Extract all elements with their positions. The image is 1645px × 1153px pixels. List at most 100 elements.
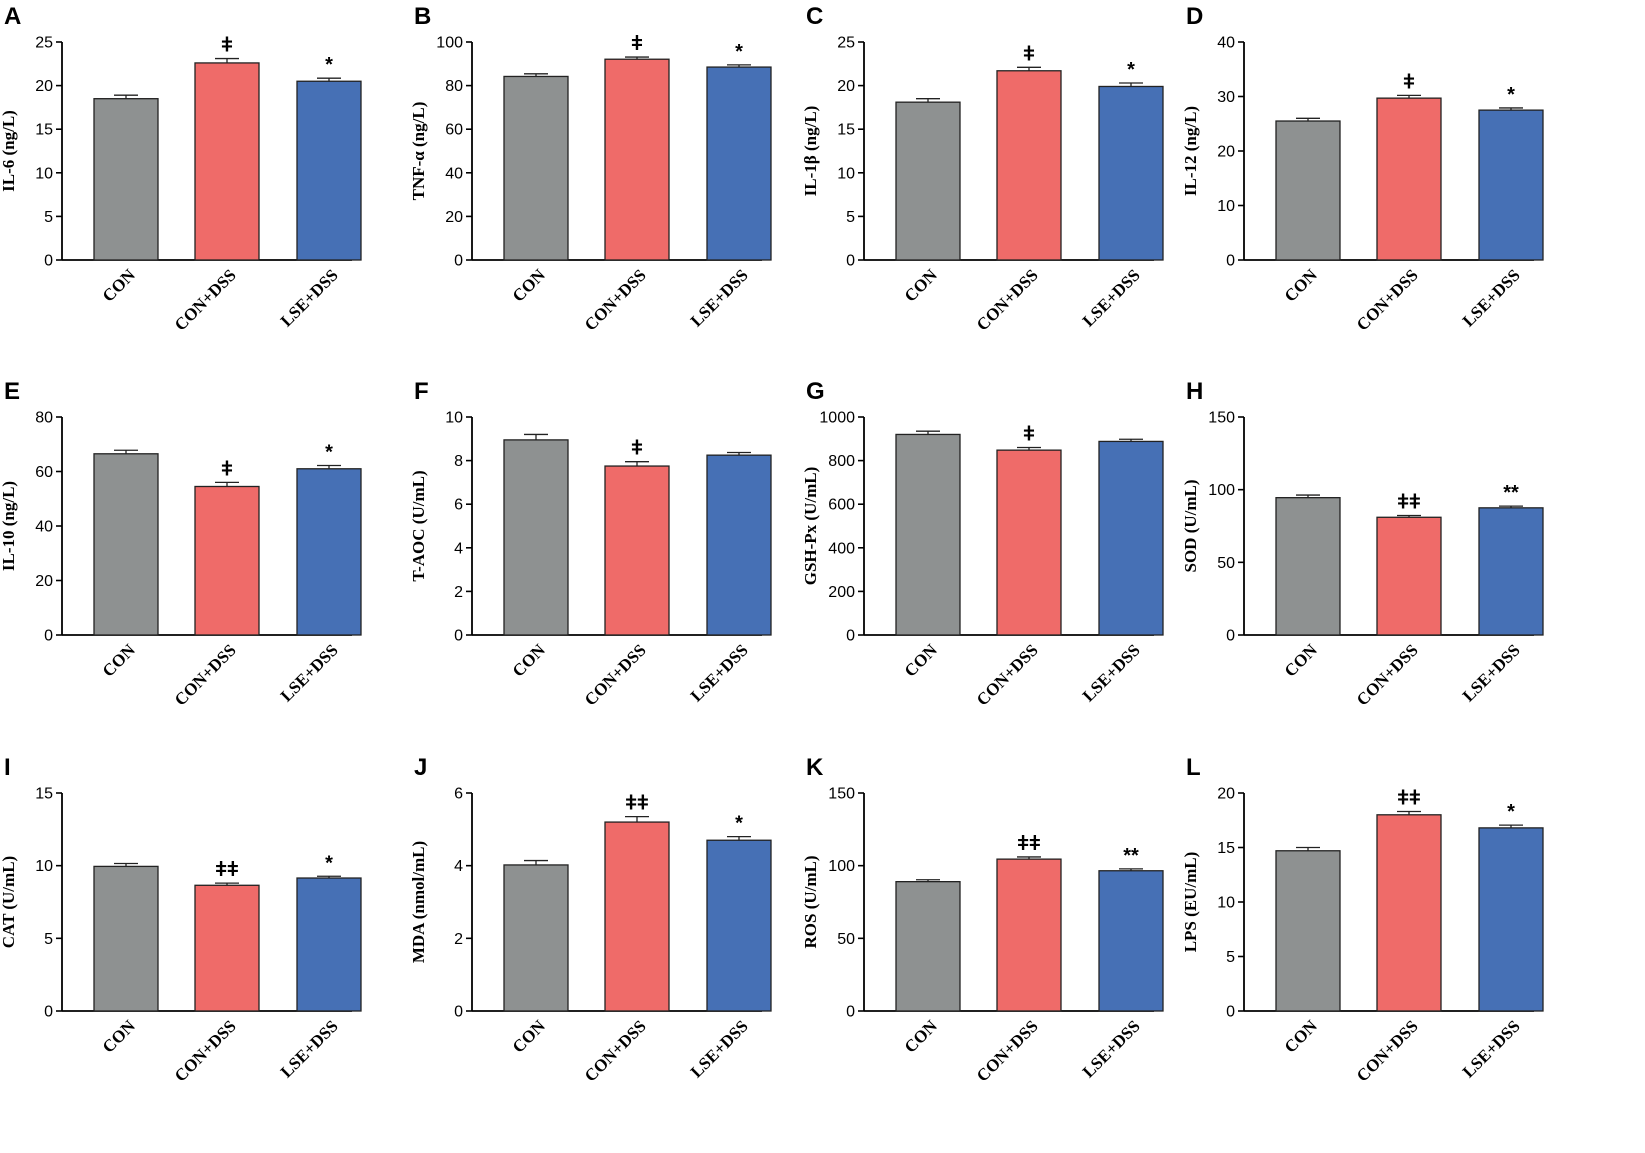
y-tick-label: 0 bbox=[454, 1004, 463, 1021]
x-category-label: CON+DSS bbox=[1353, 640, 1422, 709]
y-tick-label: 0 bbox=[846, 628, 855, 645]
significance-marker: ǂ bbox=[1023, 424, 1035, 446]
bar-con-dss bbox=[194, 485, 260, 636]
bar-con-dss bbox=[194, 62, 260, 261]
y-tick-label: 0 bbox=[1226, 1004, 1235, 1021]
x-category-label: LSE+DSS bbox=[687, 1016, 752, 1081]
panel-letter: I bbox=[4, 754, 11, 781]
significance-marker: * bbox=[325, 442, 333, 464]
y-tick-label: 0 bbox=[846, 253, 855, 270]
x-category-label: LSE+DSS bbox=[687, 265, 752, 330]
y-tick-label: 1000 bbox=[819, 410, 855, 427]
y-tick-label: 60 bbox=[35, 464, 53, 481]
y-tick-label: 800 bbox=[828, 453, 855, 470]
y-tick-label: 10 bbox=[35, 858, 53, 875]
bar-con bbox=[895, 881, 961, 1012]
significance-marker: ǂ bbox=[631, 438, 643, 460]
y-axis-label: IL-1β (ng/L) bbox=[801, 106, 820, 197]
significance-marker: ǂ bbox=[221, 35, 233, 57]
x-category-label: LSE+DSS bbox=[277, 640, 342, 705]
bar-lse-dss bbox=[296, 80, 362, 261]
bar-lse-dss bbox=[1478, 827, 1544, 1012]
y-axis-label: ROS (U/mL) bbox=[801, 855, 820, 948]
bar-lse-dss bbox=[1478, 507, 1544, 636]
y-tick-label: 25 bbox=[35, 35, 53, 52]
bar-con bbox=[503, 864, 569, 1012]
y-tick-label: 20 bbox=[35, 573, 53, 590]
bar-con-dss bbox=[996, 449, 1062, 636]
significance-marker: * bbox=[1507, 801, 1515, 823]
y-tick-label: 60 bbox=[445, 122, 463, 139]
bar-lse-dss bbox=[1478, 109, 1544, 261]
y-tick-label: 5 bbox=[44, 209, 53, 226]
bar-lse-dss bbox=[1098, 870, 1164, 1012]
panel-letter: D bbox=[1186, 3, 1203, 30]
y-tick-label: 10 bbox=[837, 165, 855, 182]
y-tick-label: 40 bbox=[445, 165, 463, 182]
x-category-label: CON+DSS bbox=[171, 640, 240, 709]
panel-i: I CAT (U/mL) 0 5 10 15 CON ǂǂ CON+DSS * LSE+DSS bbox=[0, 754, 362, 1085]
y-tick-label: 0 bbox=[846, 1004, 855, 1021]
panel-letter: A bbox=[4, 3, 21, 30]
significance-marker: * bbox=[1507, 84, 1515, 106]
x-category-label: CON bbox=[901, 1016, 942, 1057]
panel-h: H SOD (U/mL) 0 50 100 150 CON ǂǂ CON+DSS ** LSE+DS… bbox=[1181, 378, 1544, 709]
panel-letter: E bbox=[4, 378, 20, 405]
y-axis-label: IL-10 (ng/L) bbox=[0, 481, 18, 571]
x-category-label: LSE+DSS bbox=[1079, 1016, 1144, 1081]
panel-letter: F bbox=[414, 378, 429, 405]
significance-marker: ǂǂ bbox=[1397, 788, 1420, 810]
y-tick-label: 100 bbox=[1208, 482, 1235, 499]
y-tick-label: 0 bbox=[44, 1004, 53, 1021]
panel-b: B TNF-α (ng/L) 0 20 40 60 80 100 CON ǂ CON+DSS * LSE… bbox=[409, 3, 772, 334]
x-category-label: CON bbox=[901, 265, 942, 306]
panel-l: L LPS (EU/mL) 0 5 10 15 20 CON ǂǂ CON+DSS * LSE+DSS bbox=[1181, 754, 1544, 1085]
y-tick-label: 0 bbox=[44, 253, 53, 270]
panel-g: G GSH-Px (U/mL) 0 200 400 600 800 1000 CON ǂ CON+D… bbox=[801, 378, 1164, 709]
x-category-label: CON+DSS bbox=[973, 265, 1042, 334]
bar-con-dss bbox=[194, 884, 260, 1012]
bar-lse-dss bbox=[706, 66, 772, 261]
x-category-label: CON+DSS bbox=[581, 640, 650, 709]
x-category-label: LSE+DSS bbox=[1459, 640, 1524, 705]
y-tick-label: 150 bbox=[828, 786, 855, 803]
bar-con bbox=[1275, 497, 1341, 636]
significance-marker: ǂǂ bbox=[625, 793, 648, 815]
x-category-label: CON bbox=[99, 640, 140, 681]
x-category-label: CON bbox=[901, 640, 942, 681]
x-category-label: CON bbox=[509, 1016, 550, 1057]
y-tick-label: 5 bbox=[44, 931, 53, 948]
bar-con bbox=[93, 98, 159, 261]
panel-letter: J bbox=[414, 754, 427, 781]
x-category-label: LSE+DSS bbox=[277, 265, 342, 330]
bar-lse-dss bbox=[1098, 440, 1164, 636]
y-tick-label: 0 bbox=[1226, 253, 1235, 270]
y-axis-label: SOD (U/mL) bbox=[1181, 479, 1200, 572]
significance-marker: ǂ bbox=[1403, 71, 1415, 93]
panel-j: J MDA (nmol/mL) 0 2 4 6 CON ǂǂ CON+DSS * LSE+DSS bbox=[409, 754, 772, 1085]
x-category-label: CON+DSS bbox=[171, 1016, 240, 1085]
bar-con-dss bbox=[604, 821, 670, 1012]
significance-marker: * bbox=[1127, 59, 1135, 81]
significance-marker: ** bbox=[1503, 482, 1519, 504]
y-tick-label: 6 bbox=[454, 786, 463, 803]
x-category-label: CON bbox=[1281, 265, 1322, 306]
bar-lse-dss bbox=[296, 468, 362, 636]
y-tick-label: 600 bbox=[828, 497, 855, 514]
significance-marker: ǂǂ bbox=[215, 859, 238, 881]
y-axis-label: MDA (nmol/mL) bbox=[409, 841, 428, 963]
x-category-label: LSE+DSS bbox=[1079, 265, 1144, 330]
y-tick-label: 50 bbox=[837, 931, 855, 948]
y-axis-label: TNF-α (ng/L) bbox=[409, 102, 428, 201]
x-category-label: CON bbox=[1281, 640, 1322, 681]
bar-con-dss bbox=[1376, 814, 1442, 1012]
bar-con bbox=[503, 75, 569, 261]
significance-marker: ǂ bbox=[631, 33, 643, 55]
y-tick-label: 10 bbox=[35, 165, 53, 182]
y-tick-label: 0 bbox=[44, 628, 53, 645]
significance-marker: ** bbox=[1123, 845, 1139, 867]
x-category-label: CON+DSS bbox=[1353, 1016, 1422, 1085]
y-tick-label: 0 bbox=[1226, 628, 1235, 645]
y-tick-label: 5 bbox=[846, 209, 855, 226]
